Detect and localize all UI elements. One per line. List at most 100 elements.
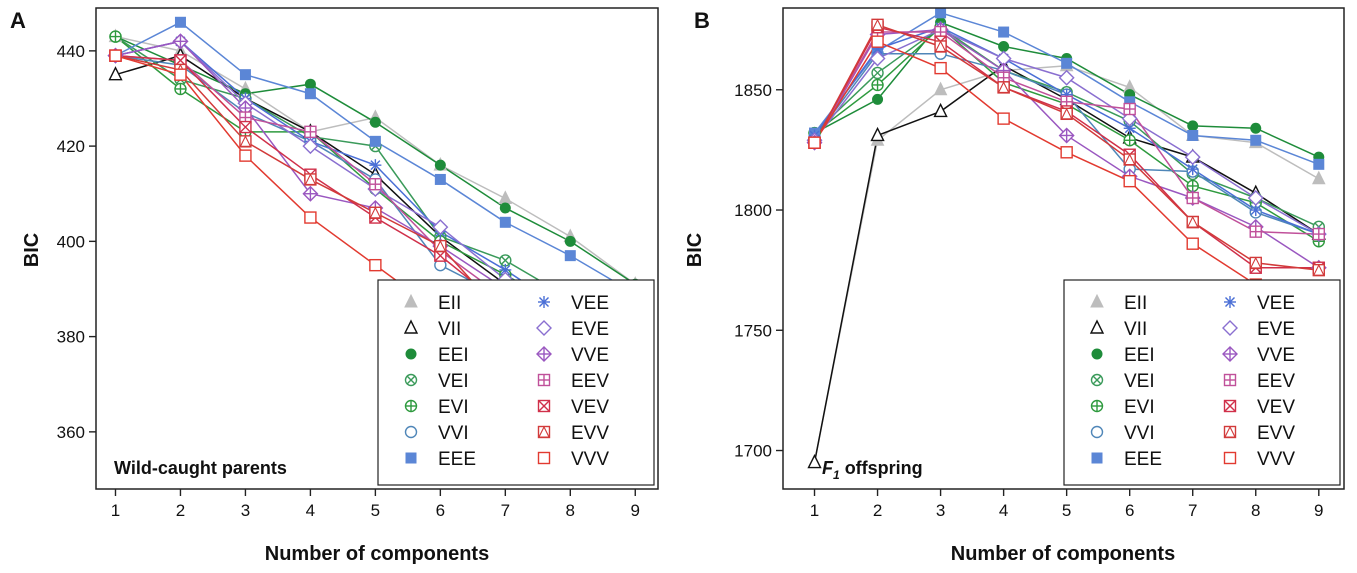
- series-line-eee: [115, 21, 636, 295]
- axis-ticks-b: 1 2 3 4 5 6 7 8 9 1700 1750 1800 1850: [734, 81, 1323, 520]
- point-vvv: [239, 149, 252, 162]
- legend-marker-eee: [405, 452, 417, 464]
- x-tick-label: 5: [1062, 501, 1071, 520]
- legend-marker-eve: [536, 320, 552, 336]
- caption-b-rest: offspring: [840, 458, 923, 478]
- x-tick-label: 6: [1125, 501, 1134, 520]
- caption-b-subscript: 1: [833, 468, 840, 482]
- legend-label-vei: VEI: [1124, 371, 1155, 392]
- x-tick-label: 1: [111, 501, 120, 520]
- x-tick-label: 3: [936, 501, 945, 520]
- point-evv: [997, 81, 1010, 94]
- panel-letter-a: A: [10, 8, 26, 33]
- point-vii: [870, 126, 885, 142]
- point-vii: [807, 453, 822, 469]
- y-axis-label-a: BIC: [21, 233, 43, 267]
- legend-label-eev: EEV: [571, 371, 609, 392]
- x-tick-label: 7: [1188, 501, 1197, 520]
- legend-label-evv: EVV: [571, 423, 609, 444]
- point-eei: [434, 159, 446, 171]
- legend-marker-evv: [1223, 425, 1237, 439]
- panel-b: B BIC Number of components 1 2 3 4 5 6 7 8 9 1700…: [684, 7, 1345, 565]
- point-eei: [499, 202, 511, 214]
- point-vvv: [304, 211, 317, 224]
- x-tick-label: 1: [810, 501, 819, 520]
- point-eee: [239, 69, 251, 81]
- legend-label-eee: EEE: [438, 449, 476, 470]
- legend-b: EII VII EEI VEI EVI VVI EEE VEE EVE VVE EEV VEV EVV V…: [1089, 293, 1295, 470]
- point-eii: [498, 190, 513, 204]
- point-evi: [174, 82, 187, 96]
- point-vvv: [808, 136, 821, 149]
- point-evv: [434, 239, 447, 253]
- point-vvv: [174, 68, 187, 81]
- legend-label-eee: EEE: [1124, 449, 1162, 470]
- legend-marker-vve: [536, 346, 552, 362]
- legend-marker-vei: [404, 373, 418, 387]
- point-vvv: [934, 61, 947, 75]
- legend-marker-evi: [1090, 399, 1104, 413]
- legend-label-eve: EVE: [571, 319, 609, 340]
- y-tick-label: 380: [57, 328, 85, 347]
- legend-a: EII VII EEI VEI EVI VVI EEE VEE EVE VVE EEV VEV EVV V…: [403, 293, 609, 470]
- legend-label-evi: EVI: [1124, 397, 1155, 418]
- x-tick-label: 9: [631, 501, 640, 520]
- point-evi: [1123, 134, 1136, 147]
- point-vee: [1249, 204, 1262, 217]
- point-evv: [1060, 107, 1073, 121]
- y-tick-label: 360: [57, 423, 85, 442]
- point-eev: [1249, 225, 1262, 238]
- legend-label-vvi: VVI: [1124, 423, 1155, 444]
- plot-frame-a: [95, 7, 659, 490]
- point-eei: [1187, 120, 1199, 132]
- panel-caption-b: F1 offspring: [822, 458, 923, 482]
- legend-marker-vvv: [1223, 451, 1237, 465]
- x-tick-label: 6: [436, 501, 445, 520]
- point-evv: [934, 40, 947, 53]
- legend-marker-eei: [1091, 348, 1103, 360]
- point-vvv: [1186, 237, 1199, 250]
- point-eee: [935, 8, 947, 19]
- point-evv: [369, 206, 382, 219]
- point-vvv: [369, 258, 382, 272]
- point-eee: [1250, 134, 1262, 146]
- y-tick-label: 420: [57, 137, 85, 156]
- point-eee: [998, 26, 1010, 38]
- legend-box-b: [1063, 279, 1341, 486]
- legend-marker-vev: [537, 399, 551, 413]
- point-eve: [1247, 190, 1264, 206]
- legend-marker-vvi: [1090, 425, 1104, 439]
- point-eee: [564, 250, 576, 262]
- point-evv: [239, 135, 252, 148]
- legend-box-a: [377, 279, 655, 486]
- y-tick-label: 1750: [734, 321, 772, 340]
- legend-label-vii: VII: [438, 319, 461, 340]
- point-vei: [871, 66, 884, 80]
- point-eii: [1311, 170, 1326, 185]
- point-eev: [1123, 102, 1136, 116]
- y-tick-label: 400: [57, 232, 85, 251]
- point-eve: [302, 138, 319, 155]
- legend-label-vii: VII: [1124, 319, 1147, 340]
- point-evi: [1186, 179, 1199, 193]
- legend-label-evi: EVI: [438, 397, 469, 418]
- legend-label-vev: VEV: [571, 397, 609, 418]
- point-eei: [1250, 122, 1262, 134]
- panel-a: A BIC Number of components 1 2 3 4 5 6 7 8 9 360 3…: [10, 7, 659, 565]
- point-eee: [369, 135, 381, 147]
- legend-label-vev: VEV: [1257, 397, 1295, 418]
- point-eee: [1124, 96, 1136, 108]
- point-vii: [108, 66, 123, 81]
- legend-label-vee: VEE: [1257, 293, 1295, 314]
- legend-label-eii: EII: [1124, 293, 1147, 314]
- legend-marker-eii: [404, 293, 418, 308]
- legend-marker-eee: [1091, 452, 1103, 464]
- point-evv: [304, 173, 317, 186]
- point-eee: [174, 16, 186, 28]
- point-eee: [499, 216, 511, 228]
- point-evv: [1123, 153, 1136, 166]
- caption-b-f: F: [822, 458, 834, 478]
- legend-label-eei: EEI: [1124, 345, 1155, 366]
- point-vii: [933, 102, 948, 118]
